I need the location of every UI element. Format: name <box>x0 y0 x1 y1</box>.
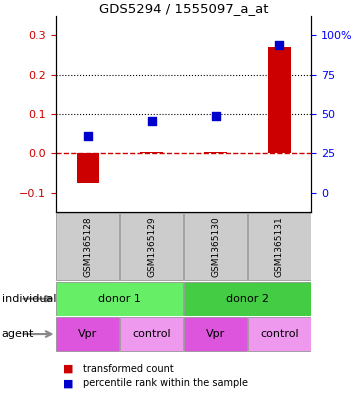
Text: control: control <box>260 329 299 339</box>
Text: GSM1365129: GSM1365129 <box>147 216 156 277</box>
Bar <box>248 317 311 351</box>
Bar <box>204 152 227 153</box>
Text: Vpr: Vpr <box>206 329 225 339</box>
Bar <box>57 317 119 351</box>
Point <box>85 132 91 139</box>
Text: individual: individual <box>2 294 56 304</box>
Text: ■: ■ <box>63 378 73 388</box>
Text: transformed count: transformed count <box>83 364 174 374</box>
Text: ■: ■ <box>63 364 73 374</box>
Bar <box>268 47 291 153</box>
Bar <box>120 213 183 280</box>
Bar <box>120 317 183 351</box>
Text: GSM1365128: GSM1365128 <box>83 216 92 277</box>
Text: control: control <box>132 329 171 339</box>
Bar <box>140 152 163 153</box>
Bar <box>184 317 247 351</box>
Text: donor 2: donor 2 <box>226 294 269 304</box>
Text: GSM1365131: GSM1365131 <box>275 216 284 277</box>
Point <box>149 118 154 124</box>
Point <box>213 113 219 119</box>
Text: Vpr: Vpr <box>78 329 97 339</box>
Bar <box>57 282 183 316</box>
Point <box>276 42 282 48</box>
Bar <box>57 213 119 280</box>
Bar <box>184 282 311 316</box>
Title: GDS5294 / 1555097_a_at: GDS5294 / 1555097_a_at <box>99 2 268 15</box>
Text: donor 1: donor 1 <box>98 294 141 304</box>
Bar <box>248 213 311 280</box>
Text: GSM1365130: GSM1365130 <box>211 216 220 277</box>
Text: percentile rank within the sample: percentile rank within the sample <box>83 378 248 388</box>
Bar <box>77 153 99 183</box>
Bar <box>184 213 247 280</box>
Text: agent: agent <box>2 329 34 339</box>
